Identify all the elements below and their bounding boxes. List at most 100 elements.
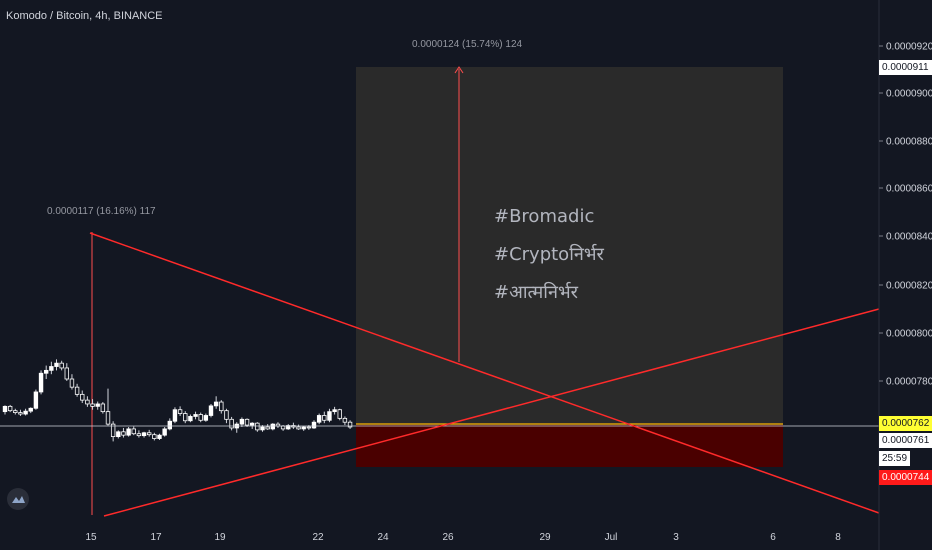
candle bbox=[239, 417, 245, 427]
candle bbox=[64, 363, 69, 381]
tradingview-cloud-icon[interactable] bbox=[7, 488, 29, 510]
target-annotation: 0.0000124 (15.74%) 124 bbox=[412, 39, 523, 50]
target-arrow-head bbox=[454, 66, 464, 74]
candle bbox=[213, 396, 219, 409]
candle-body bbox=[152, 434, 157, 439]
candle-body bbox=[347, 421, 353, 428]
ascending-trendline[interactable] bbox=[103, 308, 880, 517]
y-axis-tick-label: 0.0000780 bbox=[886, 377, 932, 388]
x-axis-tick-label: 29 bbox=[539, 532, 551, 543]
x-axis-tick-label: 24 bbox=[377, 532, 389, 543]
candle bbox=[136, 430, 142, 438]
candle-body bbox=[327, 411, 332, 421]
candle bbox=[95, 401, 100, 410]
candle bbox=[255, 422, 260, 432]
candle-body bbox=[59, 362, 64, 369]
price-axis[interactable]: 0.0000780 0.0000800 0.0000820 0.0000840 0.00… bbox=[879, 42, 932, 388]
x-axis-tick-label: 6 bbox=[770, 532, 776, 543]
candle bbox=[54, 359, 59, 371]
x-axis-tick-label: 15 bbox=[85, 532, 97, 543]
candlestick-series bbox=[2, 359, 353, 442]
candle-body bbox=[69, 378, 75, 388]
candle bbox=[224, 408, 229, 424]
candle-body bbox=[286, 425, 291, 430]
candle bbox=[311, 420, 317, 429]
candle-body bbox=[332, 409, 337, 413]
hashtag-aatmanirbhar: #आत्मनिर्भर bbox=[494, 282, 578, 303]
candle bbox=[7, 404, 13, 413]
candle bbox=[183, 411, 188, 424]
candle bbox=[116, 430, 121, 439]
candle bbox=[316, 413, 322, 425]
candle-body bbox=[311, 421, 317, 429]
candle bbox=[167, 418, 172, 431]
countdown-tag: 25:59 bbox=[879, 451, 911, 466]
hashtag-list: #Bromadic #Cryptoनिर्भर #आत्मनिर्भर bbox=[494, 198, 604, 312]
candle-body bbox=[239, 418, 245, 425]
candle bbox=[342, 416, 348, 426]
y-axis-tick-label: 0.0000840 bbox=[886, 232, 932, 243]
y-axis-tick-label: 0.0000820 bbox=[886, 281, 932, 292]
candle bbox=[152, 432, 157, 441]
candle-body bbox=[95, 403, 100, 407]
x-axis-tick-label: 26 bbox=[442, 532, 454, 543]
candle bbox=[74, 383, 80, 397]
candle-body bbox=[13, 410, 18, 413]
candle-body bbox=[342, 417, 348, 423]
y-axis-tick-label: 0.0000920 bbox=[886, 42, 932, 53]
candle-body bbox=[33, 391, 39, 409]
x-axis-tick-label: 3 bbox=[673, 532, 679, 543]
candle-body bbox=[23, 410, 28, 415]
candle-body bbox=[157, 434, 162, 439]
candle-body bbox=[74, 386, 80, 395]
candle bbox=[28, 407, 33, 414]
candle bbox=[44, 365, 49, 379]
left-move-annotation: 0.0000117 (16.16%) 117 bbox=[47, 206, 156, 217]
candle bbox=[198, 412, 203, 423]
candle-body bbox=[316, 415, 322, 423]
x-axis-tick-label: 8 bbox=[835, 532, 841, 543]
candle bbox=[337, 408, 342, 421]
candle-body bbox=[7, 405, 13, 412]
candle bbox=[193, 411, 198, 420]
candle-body bbox=[90, 403, 95, 407]
y-axis-tick-label: 0.0000860 bbox=[886, 184, 932, 195]
candle-body bbox=[219, 401, 224, 412]
candle-body bbox=[49, 366, 54, 371]
candle-body bbox=[188, 416, 193, 422]
candle bbox=[85, 396, 90, 407]
stop-price-tag: 0.0000744 bbox=[879, 470, 932, 485]
candle bbox=[38, 370, 44, 395]
x-axis-tick-label: 19 bbox=[214, 532, 226, 543]
candle bbox=[244, 418, 250, 427]
candle bbox=[100, 402, 106, 414]
candle bbox=[2, 405, 8, 415]
y-axis-tick-label: 0.0000880 bbox=[886, 137, 932, 148]
y-axis-tick-label: 0.0000800 bbox=[886, 329, 932, 340]
candle-body bbox=[44, 369, 49, 374]
candle-body bbox=[270, 423, 275, 430]
chart-title: Komodo / Bitcoin, 4h, BINANCE bbox=[6, 10, 163, 22]
candle bbox=[121, 427, 126, 438]
candle bbox=[110, 421, 116, 442]
x-axis-tick-label: 17 bbox=[150, 532, 162, 543]
candle bbox=[347, 420, 353, 429]
candle bbox=[296, 424, 301, 430]
candle-body bbox=[255, 422, 260, 431]
candle-body bbox=[177, 409, 183, 414]
candle-body bbox=[260, 426, 265, 431]
candle-body bbox=[208, 405, 214, 416]
descending-trendline[interactable] bbox=[89, 232, 880, 514]
candle bbox=[146, 429, 152, 437]
candle bbox=[203, 413, 209, 422]
candle-body bbox=[193, 414, 198, 417]
time-axis[interactable]: 15 17 19 22 24 26 29 Jul 3 6 8 bbox=[85, 532, 841, 543]
candle bbox=[33, 389, 39, 410]
candle bbox=[162, 427, 167, 437]
candle bbox=[327, 408, 332, 423]
candle bbox=[188, 414, 193, 423]
candle-body bbox=[54, 362, 59, 367]
candle bbox=[131, 426, 136, 436]
candle-body bbox=[38, 372, 44, 393]
